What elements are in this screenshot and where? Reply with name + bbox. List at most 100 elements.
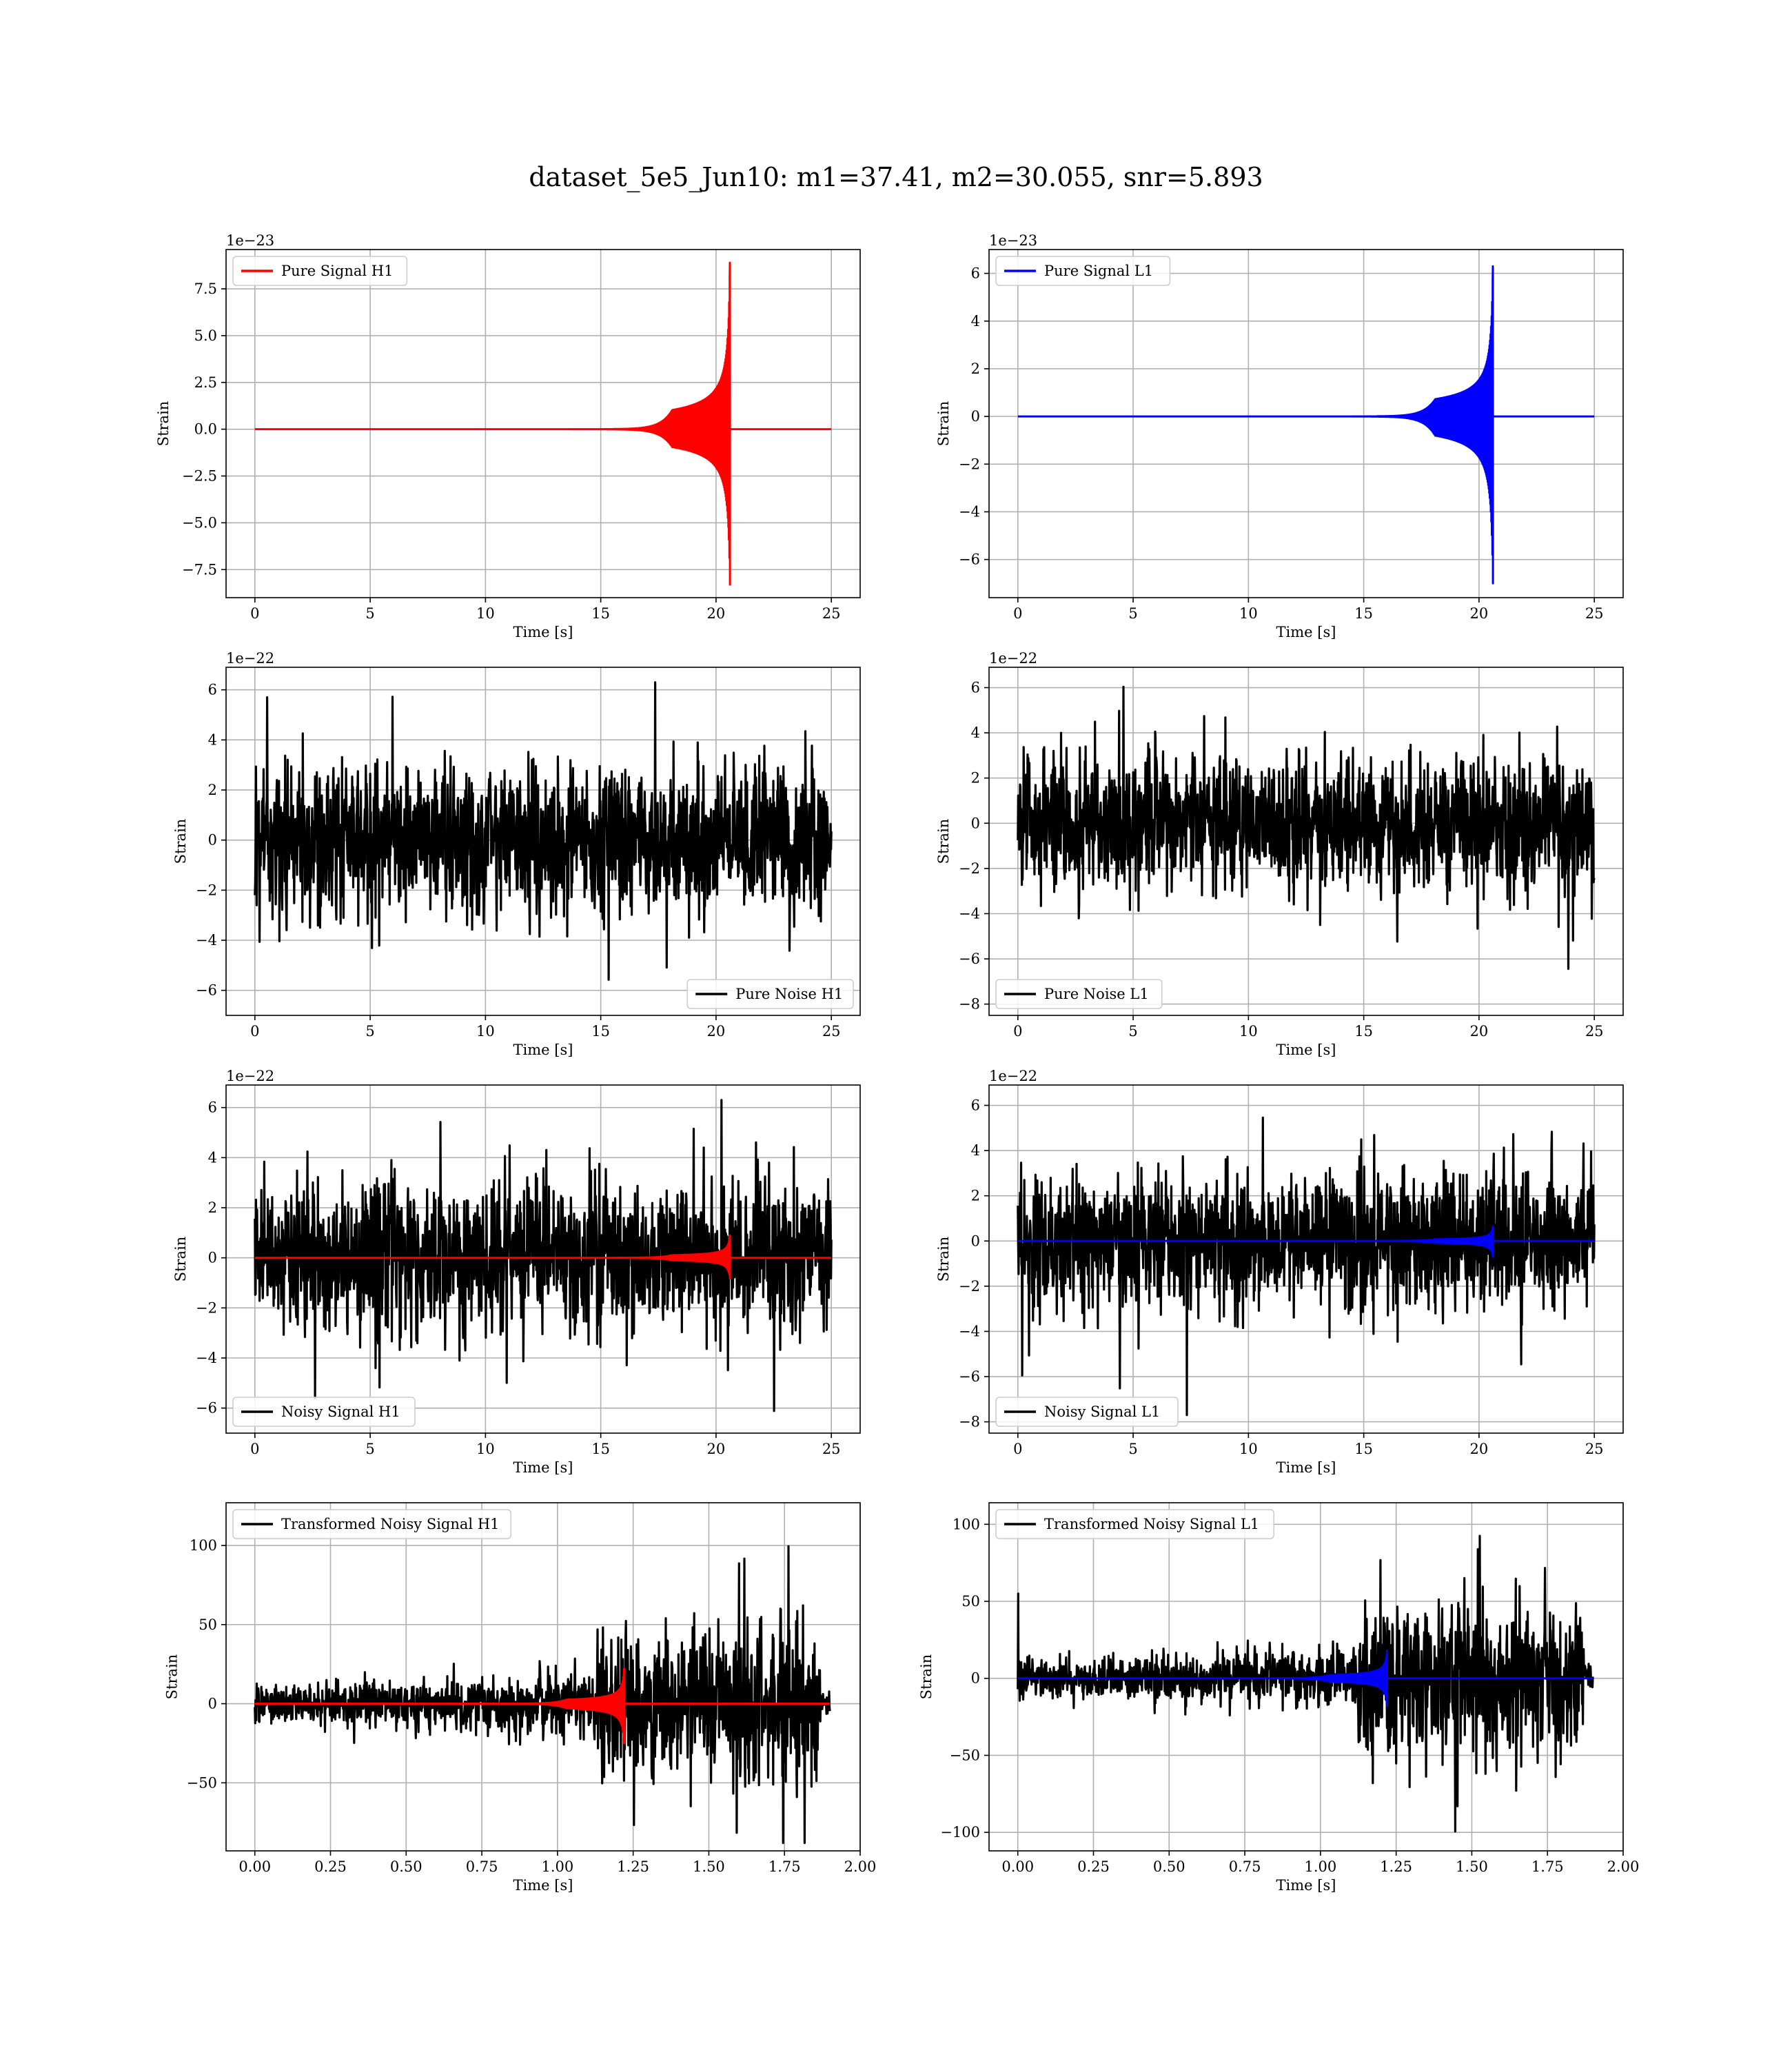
y-tick-label: −8 [959,996,980,1013]
x-tick-label: 0 [250,1441,259,1457]
x-axis-label: Time [s] [513,624,573,640]
axes-frame [225,667,861,1016]
y-tick-label: −5.0 [182,514,217,531]
y-tick-label: 2 [971,361,980,377]
axes-frame [988,249,1624,598]
x-tick-label: 25 [1585,1023,1604,1040]
legend-label: Pure Signal H1 [281,263,393,279]
x-tick-label: 1.75 [768,1858,801,1875]
x-tick-label: 1.00 [541,1858,573,1875]
x-tick-label: 0 [1013,605,1022,622]
x-tick-label: 5 [365,1441,374,1457]
y-tick-label: −50 [187,1774,217,1791]
axes-frame [225,1084,861,1434]
subplot-pure_signal_l1: 0 5 10 15 20 25 −6 −4 −2 0 2 4 6 Time [s] Strain 1e−23 P… [935,232,1624,640]
tick-labels: 0 5 10 15 20 25 −8 −6 −4 −2 0 2 4 6 [959,1097,1604,1457]
series-line-pure-signal-h1 [254,261,833,586]
legend-box [995,1509,1274,1539]
y-tick-label: 0 [208,1250,217,1266]
y-tick-label: 2 [208,782,217,798]
subplot-transformed_noisy_signal_h1: 0.00 0.25 0.50 0.75 1.00 1.25 1.50 1.75 2.00 −50 0… [164,1502,877,1894]
x-axis-label: Time [s] [1276,624,1336,640]
y-offset-label: 1e−22 [989,1068,1037,1084]
tick-labels: 0.00 0.25 0.50 0.75 1.00 1.25 1.50 1.75 2.00 −100… [940,1516,1639,1875]
y-axis-label: Strain [935,819,952,864]
x-tick-label: 0.00 [1001,1858,1034,1875]
legend-box [995,1397,1179,1427]
y-tick-label: 4 [208,1149,217,1166]
x-tick-label: 10 [476,1441,495,1457]
y-tick-label: 6 [208,1099,217,1116]
axes-frame [988,1502,1624,1852]
tick-labels: 0 5 10 15 20 25 −6 −4 −2 0 2 4 6 [196,1099,841,1457]
plot-area [254,261,833,586]
series-line-pure-signal-l1 [1017,265,1596,585]
y-tick-label: −4 [959,503,980,520]
y-tick-label: 6 [971,1097,980,1114]
legend: Pure Noise H1 [686,979,854,1009]
y-axis-label: Strain [172,819,189,864]
x-axis-label: Time [s] [513,1042,573,1058]
subplot-noisy_signal_h1: 0 5 10 15 20 25 −6 −4 −2 0 2 4 6 Time [s] Strain 1e−22 N… [172,1068,861,1476]
legend-label: Pure Noise L1 [1044,986,1149,1002]
y-tick-label: 0 [208,1696,217,1712]
x-tick-label: 15 [591,605,610,622]
x-tick-label: 10 [476,605,495,622]
x-tick-label: 5 [365,605,374,622]
y-tick-label: −6 [196,982,217,999]
subplot-transformed_noisy_signal_l1: 0.00 0.25 0.50 0.75 1.00 1.25 1.50 1.75 2.00 −100… [918,1502,1639,1894]
x-tick-label: 15 [591,1441,610,1457]
series-line-transformed-noisy-signal-h1 [254,1545,831,1845]
x-axis-label: Time [s] [1276,1459,1336,1476]
series-line-pure-noise-l1 [1017,685,1596,970]
legend-label: Noisy Signal L1 [1044,1403,1160,1420]
y-tick-label: 2 [208,1199,217,1216]
y-tick-label: −4 [196,932,217,949]
y-tick-label: 4 [971,1142,980,1159]
y-tick-label: 0 [971,1670,980,1687]
y-tick-label: 50 [198,1616,217,1633]
y-tick-label: 0 [971,815,980,831]
x-tick-label: 1.50 [693,1858,725,1875]
x-tick-label: 20 [1470,1441,1489,1457]
tick-labels: 0 5 10 15 20 25 −6 −4 −2 0 2 4 6 [959,265,1604,622]
tick-labels: 0 5 10 15 20 25 −6 −4 −2 0 2 4 6 [196,682,841,1040]
x-tick-label: 25 [822,1023,841,1040]
tick-labels: 0 5 10 15 20 25 −7.5 −5.0 −2.5 0.0 2.5 5.0 7.5 [182,281,841,622]
legend-box [232,1509,511,1539]
x-tick-label: 5 [365,1023,374,1040]
y-tick-label: −2.5 [182,468,217,485]
legend-box [995,979,1163,1009]
subplot-noisy_signal_l1: 0 5 10 15 20 25 −8 −6 −4 −2 0 2 4 6 Time [s] Strain 1e−2… [935,1068,1624,1476]
y-tick-label: 6 [971,265,980,282]
y-offset-label: 1e−22 [226,650,274,667]
plot-area [254,1545,831,1845]
plot-area [254,681,833,981]
legend-box [232,1397,416,1427]
subplot-pure_noise_l1: 0 5 10 15 20 25 −8 −6 −4 −2 0 2 4 6 Time [s] Strain 1e−2… [935,650,1624,1058]
y-axis-label: Strain [164,1654,181,1700]
tick-labels: 0.00 0.25 0.50 0.75 1.00 1.25 1.50 1.75 2.00 −50 0… [187,1537,877,1875]
y-tick-label: 6 [971,680,980,696]
y-tick-label: −2 [959,1278,980,1295]
y-tick-label: −6 [196,1400,217,1417]
legend: Pure Signal L1 [995,256,1171,286]
y-axis-label: Strain [155,401,172,447]
x-tick-label: 1.00 [1304,1858,1336,1875]
x-tick-label: 0.50 [1153,1858,1185,1875]
y-tick-label: −4 [959,1323,980,1339]
y-tick-label: −2 [196,1299,217,1316]
x-tick-label: 25 [822,605,841,622]
y-tick-label: −2 [959,860,980,877]
x-tick-label: 2.00 [844,1858,877,1875]
x-tick-label: 25 [1585,605,1604,622]
x-tick-label: 0.25 [1077,1858,1110,1875]
figure-title: dataset_5e5_Jun10: m1=37.41, m2=30.055, … [529,162,1263,193]
y-offset-label: 1e−23 [989,232,1037,249]
legend-label: Transformed Noisy Signal L1 [1044,1516,1259,1532]
x-axis-label: Time [s] [513,1877,573,1894]
legend-label: Transformed Noisy Signal H1 [281,1516,500,1532]
x-tick-label: 5 [1128,605,1137,622]
x-tick-label: 0.75 [1229,1858,1261,1875]
